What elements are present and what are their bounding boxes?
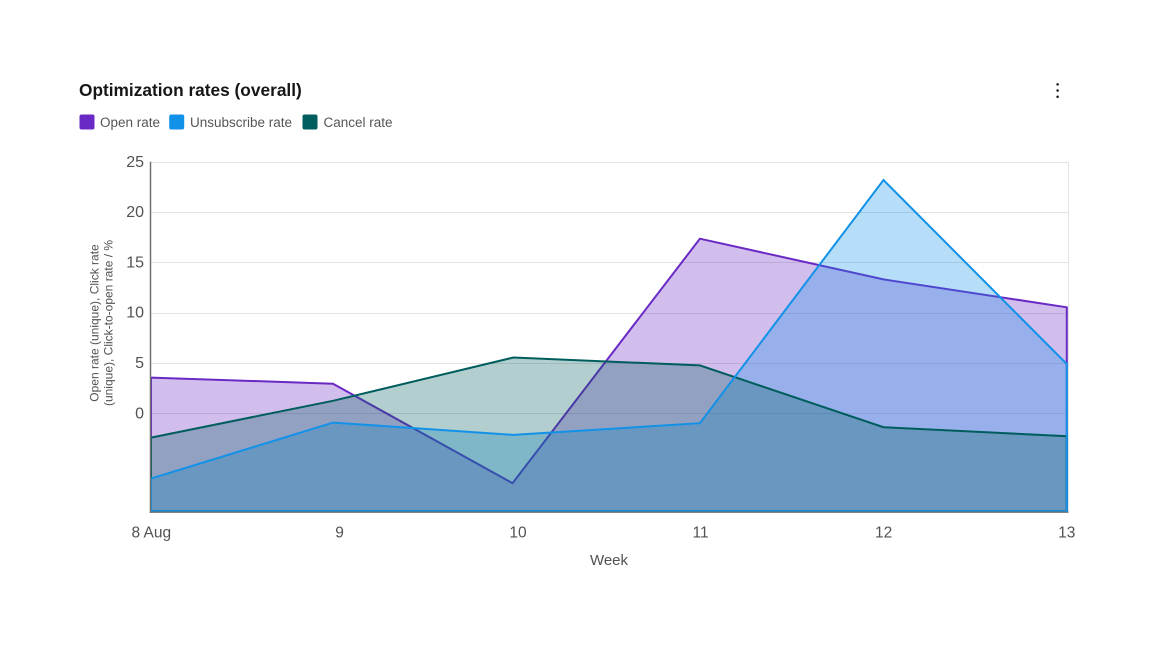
svg-text:(unique), Click-to-open rate /: (unique), Click-to-open rate / %: [102, 240, 116, 406]
svg-text:Unsubscribe rate: Unsubscribe rate: [190, 115, 292, 130]
svg-text:12: 12: [875, 525, 892, 542]
svg-text:15: 15: [126, 254, 144, 271]
svg-text:9: 9: [335, 525, 344, 542]
svg-text:10: 10: [126, 305, 144, 322]
svg-text:11: 11: [693, 525, 709, 542]
svg-text:Optimization rates (overall): Optimization rates (overall): [79, 80, 302, 100]
svg-text:5: 5: [135, 355, 144, 372]
svg-text:13: 13: [1058, 525, 1075, 542]
svg-text:10: 10: [509, 525, 527, 542]
svg-text:Open rate (unique), Click rate: Open rate (unique), Click rate: [88, 244, 102, 402]
svg-text:0: 0: [135, 405, 144, 422]
svg-text:25: 25: [126, 154, 144, 171]
svg-text:20: 20: [126, 204, 144, 221]
svg-text:Week: Week: [590, 552, 629, 569]
svg-text:Cancel rate: Cancel rate: [324, 115, 393, 130]
svg-text:Open rate: Open rate: [100, 115, 160, 130]
svg-text:8 Aug: 8 Aug: [131, 525, 171, 542]
